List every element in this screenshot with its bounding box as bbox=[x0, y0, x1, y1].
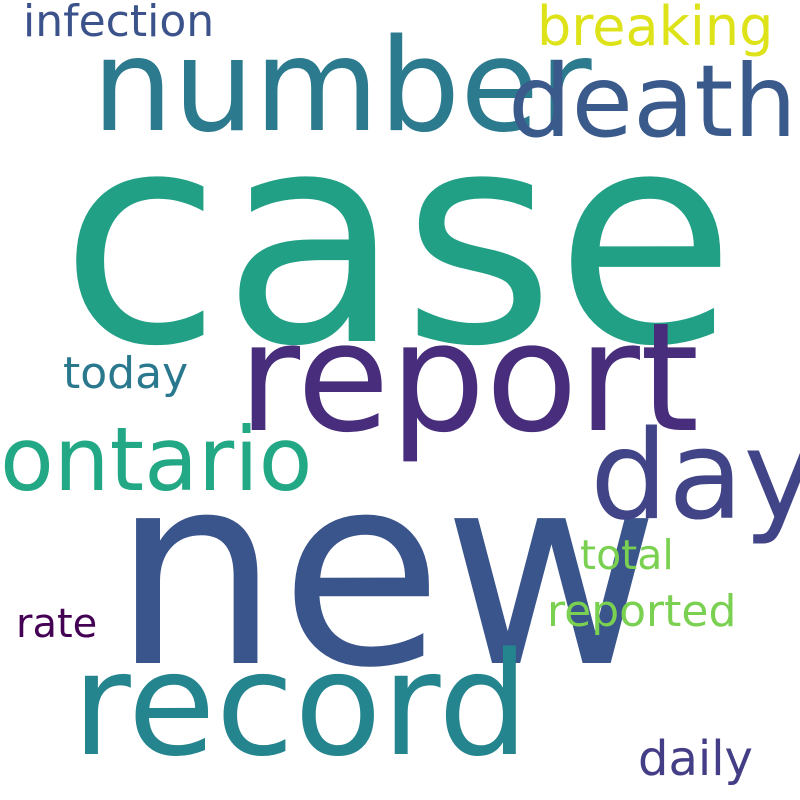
word-case: case bbox=[60, 69, 736, 411]
word-death: death bbox=[508, 43, 797, 160]
word-rate: rate bbox=[16, 601, 98, 647]
word-new: new bbox=[112, 418, 660, 726]
word-breaking: breaking bbox=[537, 0, 774, 58]
word-day: day bbox=[590, 405, 800, 548]
word-infection: infection bbox=[23, 0, 215, 47]
word-total: total bbox=[580, 531, 674, 579]
word-number: number bbox=[92, 12, 592, 161]
word-daily: daily bbox=[638, 731, 753, 787]
word-record: record bbox=[72, 621, 529, 788]
word-reported: reported bbox=[547, 586, 737, 637]
word-ontario: ontario bbox=[0, 408, 313, 511]
word-report: report bbox=[238, 290, 700, 466]
word-today: today bbox=[63, 348, 189, 399]
